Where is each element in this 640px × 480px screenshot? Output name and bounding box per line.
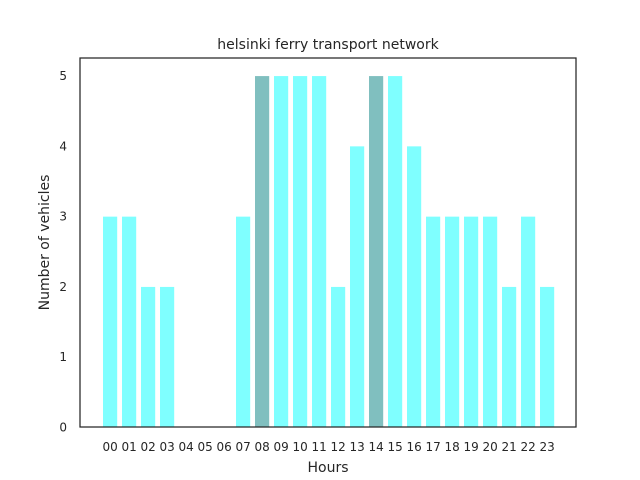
y-axis-label: Number of vehicles (37, 175, 53, 311)
bar-07 (235, 215, 252, 428)
x-tick-labels: 00 01 02 03 04 05 06 07 08 09 10 11 12 13 14 15 16 17 18 19… (102, 440, 554, 454)
x-tick-label: 10 (292, 440, 307, 454)
bar-09 (273, 75, 290, 428)
bar-18 (444, 215, 461, 428)
x-tick-label: 22 (520, 440, 535, 454)
plot-frame (79, 57, 577, 428)
bar-14 (368, 75, 385, 428)
x-tick-label: 01 (121, 440, 136, 454)
x-tick-label: 15 (387, 440, 402, 454)
x-tick-label: 18 (444, 440, 459, 454)
x-tick-label: 14 (368, 440, 383, 454)
x-axis-label: Hours (307, 460, 348, 476)
x-tick-label: 16 (406, 440, 421, 454)
x-tick-label: 09 (273, 440, 288, 454)
bar-08 (254, 75, 271, 428)
x-tick-label: 21 (501, 440, 516, 454)
bar-11 (311, 75, 328, 428)
bar-15 (387, 75, 404, 428)
y-tick-label: 2 (59, 280, 67, 294)
x-tick-label: 03 (159, 440, 174, 454)
x-tick-label: 00 (102, 440, 117, 454)
bar-17 (425, 215, 442, 428)
bar-23 (539, 285, 556, 428)
y-tick-label: 1 (59, 350, 67, 364)
bar-13 (349, 145, 366, 428)
y-tick-label: 5 (59, 69, 67, 83)
bar-03 (159, 285, 176, 428)
bar-16 (406, 145, 423, 428)
y-tick-label: 0 (59, 421, 67, 435)
bar-19 (463, 215, 480, 428)
bar-01 (121, 215, 138, 428)
bar-00 (102, 215, 119, 428)
x-tick-label: 23 (539, 440, 554, 454)
bar-12 (330, 285, 347, 428)
x-tick-label: 11 (311, 440, 326, 454)
bars-group (102, 75, 556, 428)
bar-21 (501, 285, 518, 428)
x-tick-label: 12 (330, 440, 345, 454)
bar-22 (520, 215, 537, 428)
y-tick-label: 4 (59, 139, 67, 153)
y-tick-labels: 0 1 2 3 4 5 (59, 69, 67, 434)
bar-10 (292, 75, 309, 428)
x-tick-label: 06 (216, 440, 231, 454)
x-tick-label: 17 (425, 440, 440, 454)
chart-title: helsinki ferry transport network (217, 37, 439, 53)
x-tick-label: 08 (254, 440, 269, 454)
x-tick-label: 02 (140, 440, 155, 454)
x-tick-label: 07 (235, 440, 250, 454)
bar-20 (482, 215, 499, 428)
x-tick-label: 05 (197, 440, 212, 454)
y-tick-label: 3 (59, 210, 67, 224)
x-tick-label: 19 (463, 440, 478, 454)
bar-02 (140, 285, 157, 428)
x-tick-label: 04 (178, 440, 193, 454)
x-tick-label: 13 (349, 440, 364, 454)
x-tick-label: 20 (482, 440, 497, 454)
